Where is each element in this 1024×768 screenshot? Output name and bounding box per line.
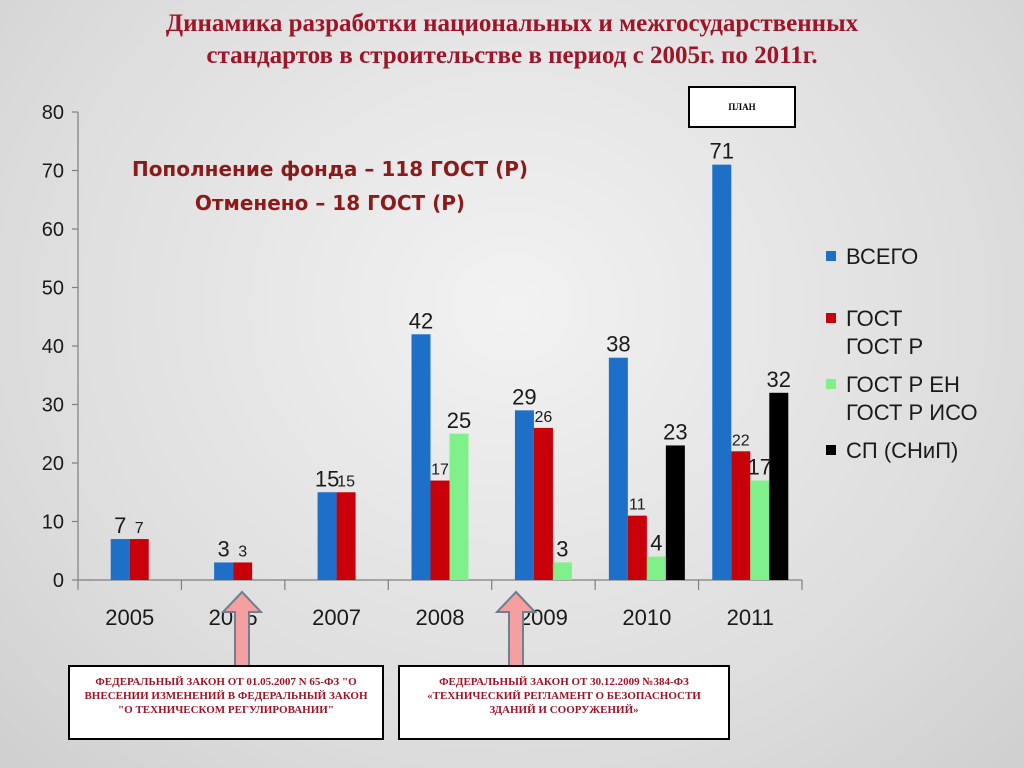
data-label: 17 — [748, 455, 772, 480]
data-label: 22 — [732, 432, 750, 449]
y-tick-label: 10 — [42, 512, 64, 534]
data-label: 42 — [409, 308, 433, 333]
legend-label: ВСЕГО — [846, 244, 918, 269]
bar — [533, 427, 553, 580]
plan-label: ПЛАН — [688, 86, 796, 128]
legend-label: ГОСТ Р ИСО — [846, 400, 978, 425]
bar — [336, 492, 356, 580]
bar — [110, 539, 130, 580]
law-box-2007: ФЕДЕРАЛЬНЫЙ ЗАКОН ОТ 01.05.2007 N 65-ФЗ … — [68, 665, 384, 740]
chart-title: Динамика разработки национальных и межго… — [0, 8, 1024, 72]
bar — [646, 556, 666, 580]
bar — [552, 562, 572, 580]
bar — [129, 539, 149, 580]
law-box-2009: ФЕДЕРАЛЬНЫЙ ЗАКОН ОТ 30.12.2009 №384-ФЗ … — [398, 665, 730, 740]
y-tick-label: 30 — [42, 395, 64, 417]
bar — [627, 515, 647, 580]
bar — [449, 433, 469, 580]
bar — [317, 492, 337, 580]
data-label: 3 — [218, 536, 230, 561]
legend-swatch — [826, 251, 836, 261]
data-label: 71 — [710, 139, 734, 164]
data-label: 15 — [315, 466, 339, 491]
bar — [430, 480, 450, 580]
x-tick-label: 2008 — [416, 605, 465, 630]
y-tick-label: 50 — [42, 278, 64, 300]
data-label: 3 — [238, 543, 247, 560]
y-tick-label: 40 — [42, 336, 64, 358]
legend-label: СП (СНиП) — [846, 438, 958, 463]
bar — [731, 451, 751, 580]
bar — [712, 164, 732, 580]
title-line-1: Динамика разработки национальных и межго… — [165, 10, 859, 37]
x-tick-label: 2011 — [727, 605, 774, 630]
data-label: 7 — [135, 520, 144, 537]
x-tick-label: 2010 — [622, 605, 671, 630]
legend-swatch — [826, 313, 836, 323]
bar — [514, 410, 534, 580]
bar — [608, 357, 628, 580]
legend-swatch — [826, 379, 836, 389]
legend-label: ГОСТ — [846, 306, 902, 331]
data-label: 11 — [629, 497, 646, 514]
bar — [769, 392, 789, 580]
legend-label: ГОСТ Р ЕН — [846, 372, 960, 397]
bar — [411, 334, 431, 580]
data-label: 26 — [535, 409, 553, 426]
note-fund-added: Пополнение фонда – 118 ГОСТ (Р) — [131, 157, 529, 181]
data-label: 23 — [663, 419, 687, 444]
legend-swatch — [826, 445, 836, 455]
data-label: 25 — [447, 408, 471, 433]
y-tick-label: 0 — [53, 570, 64, 592]
data-label: 15 — [337, 473, 355, 490]
bar — [750, 480, 770, 580]
note-cancelled: Отменено – 18 ГОСТ (Р) — [194, 191, 466, 215]
data-label: 3 — [556, 536, 568, 561]
legend-label: ГОСТ Р — [846, 334, 923, 359]
data-label: 32 — [767, 367, 791, 392]
x-tick-label: 2005 — [105, 605, 154, 630]
data-label: 38 — [606, 332, 630, 357]
y-tick-label: 80 — [42, 102, 64, 124]
data-label: 17 — [431, 462, 449, 479]
y-tick-label: 20 — [42, 453, 64, 475]
y-tick-label: 60 — [42, 219, 64, 241]
bar — [233, 562, 253, 580]
x-tick-label: 2007 — [312, 605, 361, 630]
bar — [214, 562, 234, 580]
data-label: 4 — [650, 531, 662, 556]
data-label: 29 — [512, 384, 536, 409]
data-label: 7 — [114, 513, 126, 538]
bar — [665, 445, 685, 580]
y-tick-label: 70 — [42, 161, 64, 183]
title-line-2: стандартов в строительстве в период с 20… — [206, 42, 818, 69]
